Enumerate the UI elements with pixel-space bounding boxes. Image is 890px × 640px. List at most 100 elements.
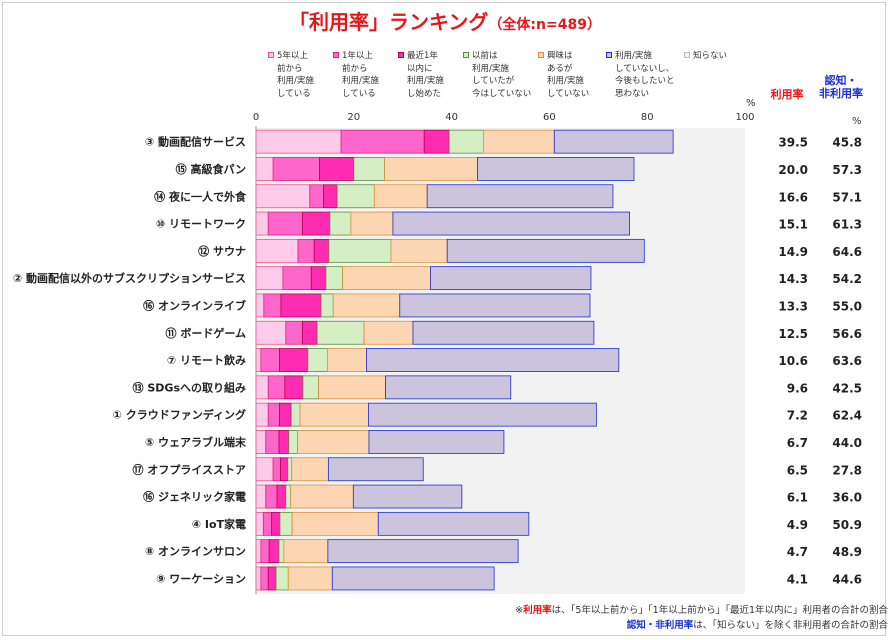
- awareness-nonuse-value: 50.9: [832, 518, 862, 532]
- awareness-nonuse-value: 57.1: [832, 190, 862, 204]
- bar-segment: [272, 157, 320, 181]
- chart-title: 「利用率」ランキング（全体:n=489）: [0, 6, 890, 35]
- footnote-line-2: 認知・非利用率は、「知らない」を除く非利用者の合計の割合: [627, 617, 888, 631]
- usage-rate-value: 7.2: [787, 409, 808, 423]
- bar-segment: [255, 430, 267, 454]
- category-label: ② 動画配信以外のサブスクリプションサービス: [13, 271, 246, 285]
- category-label: ⑧ オンラインサロン: [145, 545, 246, 558]
- bar-segment: [477, 157, 635, 181]
- bar-segment: [285, 320, 303, 345]
- bar-segment: [284, 375, 304, 400]
- bar-segment: [288, 430, 298, 454]
- legend-label: 利用/実施 していないし、 今後もしたいと 思わない: [615, 51, 675, 99]
- awareness-nonuse-value: 61.3: [832, 218, 862, 232]
- chart-title-text: 「利用率」ランキング: [289, 10, 489, 34]
- bar-segment: [290, 402, 301, 427]
- usage-rate-value: 14.9: [778, 245, 808, 259]
- bar-segment: [255, 266, 284, 291]
- bar-segment: [278, 430, 290, 454]
- legend-swatch: [398, 52, 404, 58]
- category-label: ⑦ リモート飲み: [167, 353, 246, 367]
- awareness-nonuse-value: 36.0: [832, 491, 862, 505]
- awareness-nonuse-value: 44.0: [832, 436, 862, 450]
- category-label: ③ 動画配信サービス: [145, 135, 246, 149]
- bar-segment: [255, 402, 269, 427]
- usage-rate-value: 4.7: [787, 545, 808, 559]
- awareness-nonuse-value: 48.9: [832, 545, 862, 559]
- bar-segment: [392, 211, 630, 236]
- bar-segment: [426, 184, 614, 209]
- usage-rate-value: 15.1: [778, 218, 808, 232]
- bar-segment: [267, 566, 277, 591]
- bar-segment: [260, 566, 269, 591]
- bar-segment: [320, 293, 334, 318]
- legend-label: 1年以上 前から 利用/実施 している: [342, 51, 379, 99]
- x-tick-label: 80: [641, 112, 654, 123]
- bar-segment: [260, 539, 270, 564]
- usage-rate-value: 10.6: [778, 354, 808, 368]
- bar-segment: [319, 157, 355, 181]
- usage-rate-value: 4.9: [787, 518, 808, 532]
- legend-swatch: [606, 52, 612, 58]
- bar-segment: [285, 484, 292, 509]
- bar-segment: [297, 238, 315, 263]
- footnote-text-2: は、「知らない」を除く非利用者の合計の割合: [693, 620, 888, 631]
- legend-label: 5年以上 前から 利用/実施 している: [277, 51, 314, 99]
- usage-rate-value: 14.3: [778, 272, 808, 286]
- legend-label: 最近1年 以内に 利用/実施 し始めた: [407, 51, 444, 99]
- bar-segment: [340, 129, 425, 154]
- bar-segment: [267, 211, 303, 236]
- awareness-nonuse-header: 認知・ 非利用率: [819, 74, 863, 100]
- bar-segment: [336, 184, 375, 209]
- awareness-nonuse-value: 55.0: [832, 299, 862, 313]
- bar-segment: [412, 320, 595, 345]
- bar-segment: [255, 157, 274, 181]
- legend-swatch: [538, 52, 544, 58]
- bar-segment: [291, 457, 329, 482]
- bar-segment: [328, 238, 392, 263]
- footnote-text-1: は、「5年以上前から」「1年以上前から」「最近1年以内に」利用者の合計の割合: [551, 605, 888, 616]
- x-tick-label: 100: [735, 112, 754, 123]
- bar-segment: [430, 266, 592, 291]
- x-tick-label: 40: [445, 112, 458, 123]
- bar-segment: [325, 266, 343, 291]
- bar-segment: [329, 211, 352, 236]
- bar-segment: [313, 238, 330, 263]
- bar-segment: [390, 238, 448, 263]
- bar-segment: [262, 511, 273, 536]
- bar-segment: [271, 511, 281, 536]
- footnote-line-1: ※利用率は、「5年以上前から」「1年以上前から」「最近1年以内に」利用者の合計の…: [515, 602, 888, 616]
- legend-swatch: [684, 52, 690, 58]
- column-unit: %: [852, 116, 862, 127]
- usage-rate-value: 13.3: [778, 299, 808, 313]
- awareness-nonuse-value: 56.6: [832, 327, 862, 341]
- bar-segment: [482, 129, 555, 154]
- category-label: ⑩ リモートワーク: [156, 218, 246, 231]
- usage-rate-value: 6.7: [787, 436, 808, 450]
- bar-segment: [332, 293, 401, 318]
- bar-segment: [327, 539, 519, 564]
- bar-segment: [255, 293, 265, 318]
- awareness-nonuse-value: 42.5: [832, 381, 862, 395]
- awareness-nonuse-value: 62.4: [832, 409, 862, 423]
- bar-segment: [287, 566, 333, 591]
- bar-segment: [255, 457, 274, 482]
- bar-segment: [255, 348, 262, 372]
- usage-rate-value: 9.6: [787, 381, 808, 395]
- usage-rate-value: 16.6: [778, 190, 808, 204]
- footnote-term-usage: 利用率: [523, 605, 552, 616]
- bar-segment: [302, 375, 319, 400]
- bar-segment: [318, 375, 386, 400]
- usage-rate-header: 利用率: [770, 88, 804, 101]
- bar-segment: [255, 184, 311, 209]
- bar-segment: [446, 238, 645, 263]
- bar-segment: [280, 457, 289, 482]
- bar-segment: [327, 457, 424, 482]
- x-tick-label: 20: [347, 112, 360, 123]
- legend-swatch: [333, 52, 339, 58]
- bar-segment: [283, 539, 329, 564]
- awareness-nonuse-value: 27.8: [832, 463, 862, 477]
- bar-segment: [265, 430, 280, 454]
